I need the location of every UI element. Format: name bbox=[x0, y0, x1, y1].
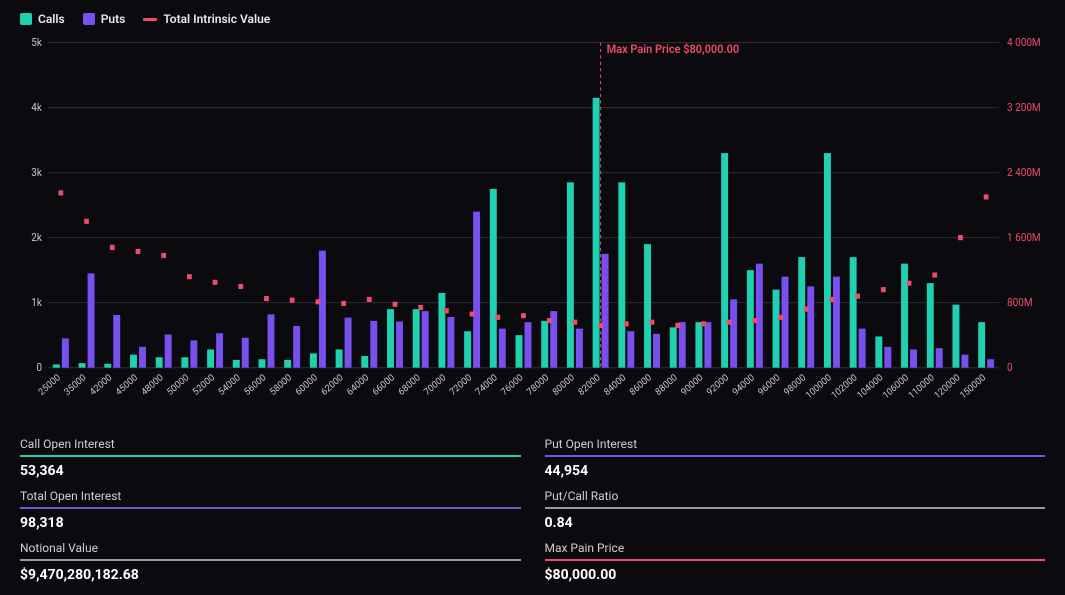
svg-text:52000: 52000 bbox=[191, 372, 217, 398]
chart-legend: Calls Puts Total Intrinsic Value bbox=[14, 8, 1051, 34]
stat-pcr-label: Put/Call Ratio bbox=[545, 489, 1046, 507]
legend-puts[interactable]: Puts bbox=[83, 12, 126, 26]
svg-text:106000: 106000 bbox=[881, 372, 911, 402]
legend-calls-label: Calls bbox=[38, 12, 65, 26]
stat-maxpain-rule bbox=[545, 559, 1046, 561]
svg-text:80000: 80000 bbox=[551, 372, 577, 398]
svg-text:4 000M: 4 000M bbox=[1007, 35, 1041, 48]
stat-call-oi-rule bbox=[20, 455, 521, 457]
svg-text:64000: 64000 bbox=[345, 372, 371, 398]
svg-text:68000: 68000 bbox=[396, 372, 422, 398]
stat-call-oi-value: 53,364 bbox=[20, 463, 521, 479]
stats-grid: Call Open Interest 53,364 Put Open Inter… bbox=[14, 419, 1051, 585]
svg-text:58000: 58000 bbox=[268, 372, 294, 398]
svg-text:66000: 66000 bbox=[371, 372, 397, 398]
legend-puts-label: Puts bbox=[101, 12, 126, 26]
options-chart[interactable]: 0 1k 2k 3k 4k 5k 0 800M 1 600M 2 400M 3 200M 4 000M… bbox=[14, 34, 1051, 419]
legend-tiv-label: Total Intrinsic Value bbox=[163, 12, 270, 26]
svg-text:120000: 120000 bbox=[932, 372, 962, 402]
legend-calls-swatch bbox=[20, 13, 32, 25]
stat-notional: Notional Value $9,470,280,182.68 bbox=[20, 533, 521, 585]
stat-notional-rule bbox=[20, 559, 521, 561]
svg-text:72000: 72000 bbox=[448, 372, 474, 398]
svg-text:3 200M: 3 200M bbox=[1007, 100, 1041, 113]
svg-text:100000: 100000 bbox=[804, 372, 834, 402]
svg-text:Max Pain Price $80,000.00: Max Pain Price $80,000.00 bbox=[607, 42, 740, 56]
svg-text:88000: 88000 bbox=[653, 372, 679, 398]
svg-text:50000: 50000 bbox=[165, 372, 191, 398]
legend-tiv[interactable]: Total Intrinsic Value bbox=[143, 12, 270, 26]
svg-text:0: 0 bbox=[1007, 361, 1013, 374]
stat-pcr: Put/Call Ratio 0.84 bbox=[545, 481, 1046, 533]
svg-text:54000: 54000 bbox=[216, 372, 242, 398]
stat-maxpain: Max Pain Price $80,000.00 bbox=[545, 533, 1046, 585]
svg-text:48000: 48000 bbox=[139, 372, 165, 398]
stat-call-oi: Call Open Interest 53,364 bbox=[20, 429, 521, 481]
svg-text:78000: 78000 bbox=[525, 372, 551, 398]
svg-text:45000: 45000 bbox=[114, 372, 140, 398]
svg-text:82000: 82000 bbox=[576, 372, 602, 398]
svg-text:2 400M: 2 400M bbox=[1007, 165, 1041, 178]
svg-text:4k: 4k bbox=[31, 100, 42, 113]
legend-calls[interactable]: Calls bbox=[20, 12, 65, 26]
stat-total-oi: Total Open Interest 98,318 bbox=[20, 481, 521, 533]
svg-text:92000: 92000 bbox=[705, 372, 731, 398]
svg-text:62000: 62000 bbox=[319, 372, 345, 398]
svg-text:70000: 70000 bbox=[422, 372, 448, 398]
svg-text:800M: 800M bbox=[1007, 296, 1033, 309]
stat-maxpain-label: Max Pain Price bbox=[545, 541, 1046, 559]
svg-text:76000: 76000 bbox=[499, 372, 525, 398]
svg-text:2k: 2k bbox=[31, 231, 42, 244]
stat-pcr-rule bbox=[545, 507, 1046, 509]
svg-text:104000: 104000 bbox=[855, 372, 885, 402]
svg-text:56000: 56000 bbox=[242, 372, 268, 398]
stat-total-oi-rule bbox=[20, 507, 521, 509]
svg-text:86000: 86000 bbox=[628, 372, 654, 398]
stat-notional-label: Notional Value bbox=[20, 541, 521, 559]
svg-text:1 600M: 1 600M bbox=[1007, 231, 1041, 244]
svg-text:84000: 84000 bbox=[602, 372, 628, 398]
stat-put-oi-value: 44,954 bbox=[545, 463, 1046, 479]
stat-put-oi-label: Put Open Interest bbox=[545, 437, 1046, 455]
stat-put-oi: Put Open Interest 44,954 bbox=[545, 429, 1046, 481]
svg-text:42000: 42000 bbox=[88, 372, 114, 398]
svg-text:35000: 35000 bbox=[62, 372, 88, 398]
svg-text:90000: 90000 bbox=[679, 372, 705, 398]
stat-pcr-value: 0.84 bbox=[545, 515, 1046, 531]
svg-text:110000: 110000 bbox=[907, 372, 937, 402]
svg-text:94000: 94000 bbox=[731, 372, 757, 398]
stat-maxpain-value: $80,000.00 bbox=[545, 567, 1046, 583]
svg-text:0: 0 bbox=[36, 361, 42, 374]
svg-text:150000: 150000 bbox=[958, 372, 988, 402]
svg-text:1k: 1k bbox=[31, 296, 42, 309]
svg-text:60000: 60000 bbox=[294, 372, 320, 398]
stat-total-oi-value: 98,318 bbox=[20, 515, 521, 531]
chart-area: 0 1k 2k 3k 4k 5k 0 800M 1 600M 2 400M 3 200M 4 000M… bbox=[14, 34, 1051, 419]
svg-text:25000: 25000 bbox=[37, 372, 63, 398]
stat-total-oi-label: Total Open Interest bbox=[20, 489, 521, 507]
legend-tiv-swatch bbox=[143, 18, 157, 21]
stat-notional-value: $9,470,280,182.68 bbox=[20, 567, 521, 583]
svg-text:3k: 3k bbox=[31, 165, 42, 178]
stat-put-oi-rule bbox=[545, 455, 1046, 457]
legend-puts-swatch bbox=[83, 13, 95, 25]
svg-text:5k: 5k bbox=[31, 35, 42, 48]
svg-text:74000: 74000 bbox=[473, 372, 499, 398]
svg-text:102000: 102000 bbox=[829, 372, 859, 402]
stat-call-oi-label: Call Open Interest bbox=[20, 437, 521, 455]
svg-text:96000: 96000 bbox=[756, 372, 782, 398]
